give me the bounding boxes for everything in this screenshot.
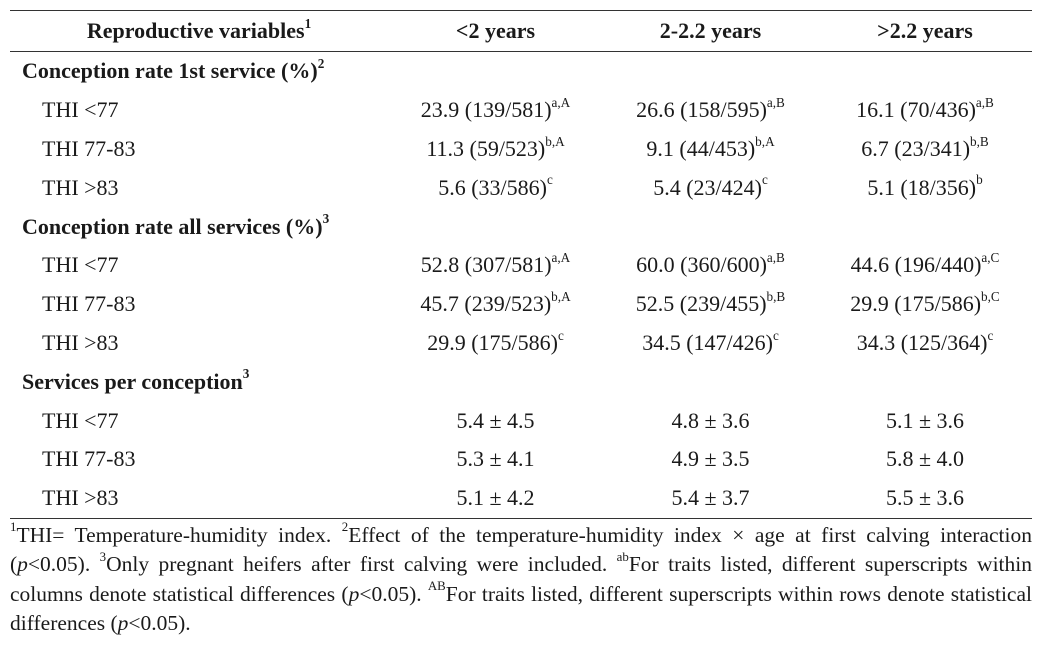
row-label: THI <77 [42,407,119,433]
table-cell: 5.4 ± 3.7 [603,478,818,519]
table-cell: 5.4 (23/424)c [653,172,768,200]
row-label: THI 77-83 [42,446,136,472]
row-label: THI <77 [42,252,119,278]
reproductive-table: Reproductive variables1 <2 years 2-2.2 y… [10,10,1032,519]
table-cell: 9.1 (44/453)b,A [646,133,775,161]
table-cell: 34.5 (147/426)c [642,327,779,355]
table-cell: 5.1 (18/356)b [867,172,983,200]
table-row: THI >83 5.6 (33/586)c 5.4 (23/424)c 5.1 (18… [10,168,1032,207]
table-cell: 16.1 (70/436)a,B [856,94,994,123]
header-under-2-years: <2 years [388,10,603,52]
table-body: Conception rate 1st service (%)2 THI <77 2… [10,52,1032,519]
table-cell: 44.6 (196/440)a,C [850,250,1000,278]
row-label: THI 77-83 [42,135,136,161]
table-cell: 52.5 (239/455)b,B [635,288,786,317]
table-cell: 52.8 (307/581)a,A [420,250,571,278]
header-2-to-2-2-years: 2-2.2 years [603,10,818,52]
group-row: Services per conception3 [10,362,1032,401]
group-row: Conception rate 1st service (%)2 [10,52,1032,91]
table-cell: 23.9 (139/581)a,A [420,94,571,123]
table-row: THI >83 29.9 (175/586)c 34.5 (147/426)c 34.… [10,324,1032,363]
row-label: THI >83 [10,478,388,519]
table-cell: 34.3 (125/364)c [856,327,994,355]
table-cell: 11.3 (59/523)b,A [426,133,565,161]
group-title: Conception rate all services (%)3 [22,211,330,239]
group-title: Conception rate 1st service (%)2 [22,56,325,84]
table-cell: 45.7 (239/523)b,A [420,288,571,317]
table-row: THI 77-83 45.7 (239/523)b,A 52.5 (239/455)… [10,285,1032,324]
table-cell: 5.6 (33/586)c [438,172,553,200]
header-reproductive-variables: Reproductive variables1 [10,10,388,52]
table-row: THI <77 23.9 (139/581)a,A 26.6 (158/595)a,… [10,91,1032,130]
table-cell: 5.5 ± 3.6 [818,478,1032,519]
row-label: THI >83 [42,174,119,200]
row-label: THI <77 [42,97,119,123]
table-row: THI <77 52.8 (307/581)a,A 60.0 (360/600)a,… [10,246,1032,285]
table-cell: 60.0 (360/600)a,B [636,250,785,278]
table-header: Reproductive variables1 <2 years 2-2.2 y… [10,10,1032,52]
table-figure: Reproductive variables1 <2 years 2-2.2 y… [10,10,1032,639]
table-cell: 29.9 (175/586)c [427,327,564,355]
table-cell: 29.9 (175/586)b,C [850,288,1000,317]
header-row: Reproductive variables1 <2 years 2-2.2 y… [10,10,1032,52]
table-footnote: 1THI= Temperature-humidity index. 2Effec… [10,520,1032,636]
table-cell: 26.6 (158/595)a,B [636,94,785,123]
table-row: THI 77-83 5.3 ± 4.1 4.9 ± 3.5 5.8 ± 4.0 [10,440,1032,479]
header-over-2-2-years: >2.2 years [818,10,1032,52]
table-cell: 5.4 ± 4.5 [456,407,535,433]
table-cell: 6.7 (23/341)b,B [861,133,989,161]
table-row: THI <77 5.4 ± 4.5 4.8 ± 3.6 5.1 ± 3.6 [10,401,1032,440]
row-label: THI >83 [42,329,119,355]
table-cell: 5.1 ± 3.6 [885,407,965,433]
table-cell: 4.9 ± 3.5 [671,446,750,472]
table-cell: 5.8 ± 4.0 [885,446,965,472]
table-row: THI 77-83 11.3 (59/523)b,A 9.1 (44/453)b,A… [10,130,1032,169]
table-cell: 5.3 ± 4.1 [456,446,535,472]
row-label: THI 77-83 [42,291,136,317]
table-row: THI >83 5.1 ± 4.2 5.4 ± 3.7 5.5 ± 3.6 [10,478,1032,519]
group-title: Services per conception3 [22,366,250,394]
group-row: Conception rate all services (%)3 [10,207,1032,246]
table-cell: 5.1 ± 4.2 [388,478,603,519]
table-cell: 4.8 ± 3.6 [671,407,750,433]
